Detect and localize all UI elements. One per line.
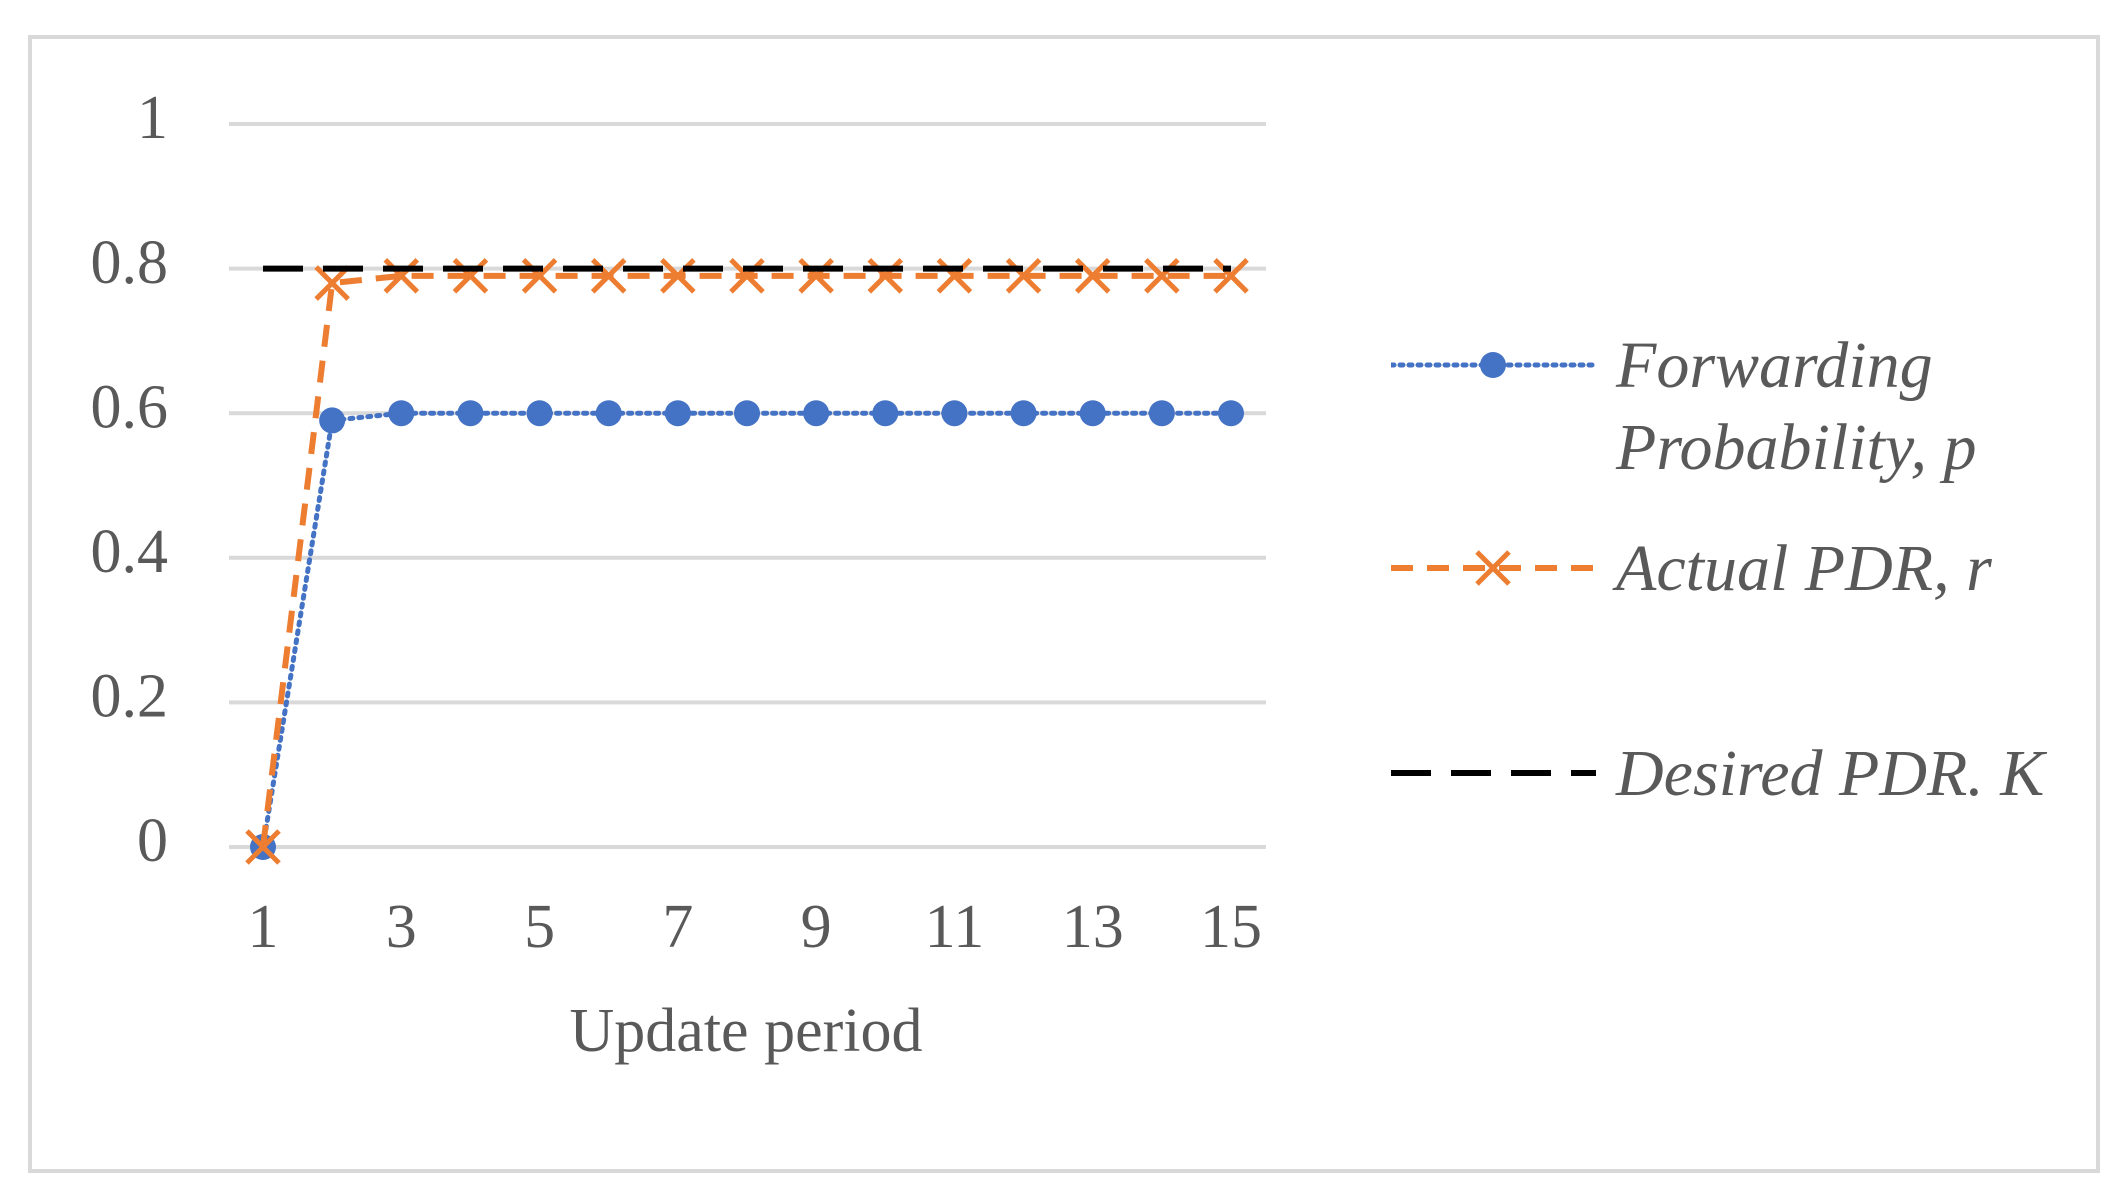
point-marker — [314, 265, 350, 301]
y-tick-label: 0.4 — [91, 518, 169, 586]
x-tick-label: 13 — [1062, 893, 1124, 961]
point-marker — [867, 258, 904, 294]
y-tick-label: 0.6 — [91, 373, 169, 441]
chart-border — [28, 35, 2100, 1173]
legend-label: Forwarding Probability, p — [1616, 329, 1977, 484]
point-marker — [1218, 400, 1244, 427]
x-tick-label: 3 — [386, 893, 417, 961]
point-marker — [941, 400, 968, 427]
point-marker — [457, 400, 484, 427]
legend-swatch — [1391, 770, 1596, 776]
point-marker — [383, 258, 420, 294]
point-marker — [729, 258, 765, 294]
point-marker — [388, 400, 415, 427]
point-marker — [798, 258, 834, 294]
series-line — [260, 410, 1234, 850]
point-marker — [319, 407, 346, 434]
point-marker — [452, 258, 489, 294]
x-tick-label: 7 — [662, 893, 693, 961]
y-tick-label: 0 — [137, 807, 168, 875]
point-marker — [664, 400, 691, 427]
x-tick-label: 11 — [925, 893, 985, 961]
point-marker — [1079, 400, 1106, 427]
y-tick-label: 0.8 — [91, 229, 169, 297]
point-marker — [526, 400, 553, 427]
legend-entry: Forwarding Probability, p — [1391, 325, 2111, 505]
legend-swatch — [1391, 550, 1596, 586]
point-marker — [1148, 400, 1175, 427]
point-marker — [872, 400, 899, 427]
legend-entry: Desired PDR. K — [1391, 733, 2111, 913]
point-marker — [595, 400, 622, 427]
point-marker — [1074, 258, 1111, 294]
legend-label: Desired PDR. K — [1616, 737, 2045, 810]
point-marker — [936, 258, 973, 294]
legend-entry: Actual PDR, r — [1391, 528, 2111, 708]
point-marker — [521, 258, 558, 294]
x-tick-label: 9 — [801, 893, 832, 961]
point-marker — [803, 400, 830, 427]
point-marker — [1480, 352, 1506, 378]
y-tick-label: 0.2 — [91, 663, 169, 731]
point-marker — [1144, 258, 1180, 294]
point-marker — [1213, 258, 1249, 294]
point-marker — [660, 258, 696, 294]
point-marker — [1005, 258, 1042, 294]
legend-swatch — [1391, 352, 1599, 378]
x-axis-title: Update period — [570, 997, 923, 1065]
x-tick-label: 15 — [1200, 893, 1262, 961]
point-marker — [734, 400, 760, 427]
y-tick-label: 1 — [137, 84, 168, 152]
point-marker — [245, 829, 281, 865]
x-tick-label: 5 — [524, 893, 555, 961]
point-marker — [590, 258, 627, 294]
x-tick-label: 1 — [248, 893, 279, 961]
point-marker — [1010, 400, 1037, 427]
point-marker — [1475, 550, 1511, 586]
legend-label: Actual PDR, r — [1616, 532, 1992, 605]
series-line — [260, 272, 1231, 848]
